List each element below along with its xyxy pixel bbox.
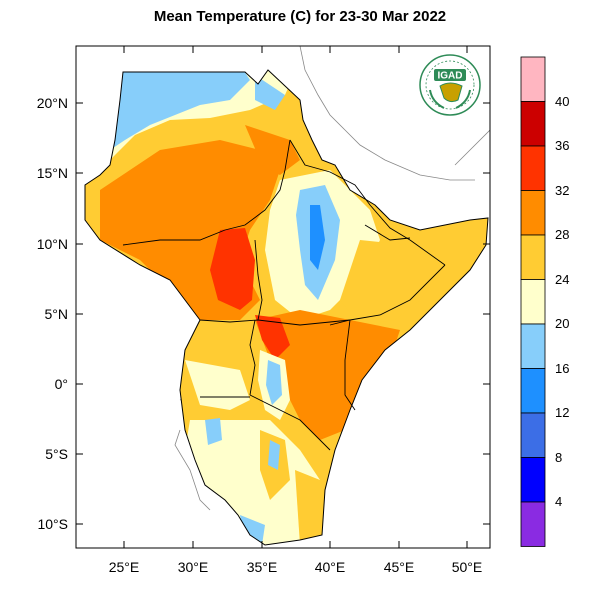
lon-ticks xyxy=(123,46,468,548)
colorbar-swatch xyxy=(520,279,546,325)
country-borders xyxy=(122,139,446,451)
colorbar-label: 36 xyxy=(555,138,569,153)
logo-text: IGAD xyxy=(438,71,463,82)
lon-label: 30°E xyxy=(178,559,209,575)
colorbar-swatch xyxy=(520,323,546,369)
lon-label: 25°E xyxy=(109,559,140,575)
lat-labels: 20°N 15°N 10°N 5°N 0° 5°S 10°S xyxy=(37,95,68,532)
colorbar-label: 24 xyxy=(555,272,569,287)
colorbar-labels: 40 36 32 28 24 20 16 12 8 4 xyxy=(555,94,569,509)
colorbar xyxy=(520,56,546,547)
colorbar-swatch xyxy=(520,190,546,236)
colorbar-label: 20 xyxy=(555,316,569,331)
lat-label: 10°S xyxy=(37,516,68,532)
colorbar-label: 32 xyxy=(555,183,569,198)
colorbar-swatch xyxy=(520,501,546,547)
lon-labels: 25°E 30°E 35°E 40°E 45°E 50°E xyxy=(109,559,483,575)
lon-label: 40°E xyxy=(315,559,346,575)
lon-label: 50°E xyxy=(452,559,483,575)
colorbar-label: 4 xyxy=(555,494,562,509)
temperature-field xyxy=(85,70,488,545)
colorbar-label: 8 xyxy=(555,450,562,465)
colorbar-label: 16 xyxy=(555,361,569,376)
colorbar-label: 40 xyxy=(555,94,569,109)
lat-label: 10°N xyxy=(37,236,68,252)
colorbar-label: 28 xyxy=(555,227,569,242)
lon-label: 45°E xyxy=(384,559,415,575)
lon-label: 35°E xyxy=(247,559,278,575)
lat-ticks xyxy=(76,102,490,525)
lat-label: 15°N xyxy=(37,165,68,181)
lat-label: 5°N xyxy=(45,306,69,322)
colorbar-swatch xyxy=(520,457,546,503)
lat-label: 0° xyxy=(55,376,68,392)
map-frame xyxy=(75,45,491,549)
colorbar-swatch xyxy=(520,368,546,414)
lat-label: 5°S xyxy=(45,446,68,462)
colorbar-label: 12 xyxy=(555,405,569,420)
igad-logo: IGAD xyxy=(419,54,481,116)
colorbar-swatch xyxy=(520,234,546,280)
colorbar-swatch xyxy=(520,101,546,147)
map-title: Mean Temperature (C) for 23-30 Mar 2022 xyxy=(153,8,447,25)
lat-label: 20°N xyxy=(37,95,68,111)
colorbar-swatch xyxy=(520,145,546,191)
region-outline xyxy=(84,69,489,546)
colorbar-swatch xyxy=(520,412,546,458)
colorbar-swatch xyxy=(520,56,546,102)
